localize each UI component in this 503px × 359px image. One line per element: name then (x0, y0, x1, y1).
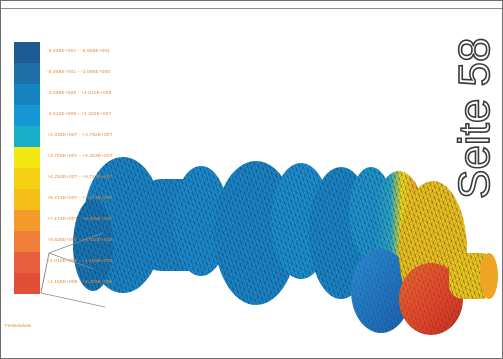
legend-range-label: -9.228E+001 - -5.968E+001 (47, 49, 111, 54)
legend-swatch (14, 210, 40, 231)
legend-row: +7.174E+007 - +8.635E+007 (14, 210, 144, 231)
legend-row: +2.332E+007 - +3.792E+007 (14, 126, 144, 147)
legend-range-label: +1.010E+008 - +1.156E+008 (47, 259, 113, 264)
legend-swatch (14, 273, 40, 294)
coordinate-axes-icon (40, 232, 106, 308)
legend-range-label: +4.253E+007 - +5.713E+007 (47, 175, 113, 180)
legend-swatch (14, 105, 40, 126)
legend-swatch (14, 189, 40, 210)
legend-range-label: +7.174E+007 - +8.635E+007 (47, 217, 113, 222)
legend-row: -9.228E+001 - -5.968E+001 (14, 42, 144, 63)
legend-row: -3.896E+000 - +4.510E+008 (14, 84, 144, 105)
page-label-text: Seite 58 (450, 38, 499, 199)
legend-swatch (14, 63, 40, 84)
legend-row: +1.156E+008 - +1.302E+008 (14, 273, 144, 294)
legend-row: +5.713E+007 - +7.174E+007 (14, 189, 144, 210)
legend-row: -4.510E+008 - +2.332E+007 (14, 105, 144, 126)
crankshaft-end-section (351, 171, 498, 335)
legend-caption: Festensdosn (5, 323, 32, 328)
legend-swatch (14, 231, 40, 252)
legend-range-label: -3.896E+000 - +4.510E+008 (47, 91, 112, 96)
top-border-strip (1, 1, 502, 9)
page-label: Seite 58 (447, 19, 501, 200)
legend-row: +4.253E+007 - +5.713E+007 (14, 168, 144, 189)
legend-row: +3.792E+007 - +4.253E+007 (14, 147, 144, 168)
legend-range-label: +3.792E+007 - +4.253E+007 (47, 154, 113, 159)
legend-range-label: -4.510E+008 - +2.332E+007 (47, 112, 112, 117)
legend-swatch (14, 84, 40, 105)
crankshaft-blue-section (73, 157, 393, 305)
legend-swatch (14, 42, 40, 63)
legend-swatch (14, 168, 40, 189)
legend-swatch (14, 147, 40, 168)
legend-row: +1.010E+008 - +1.156E+008 (14, 252, 144, 273)
legend-range-label: +2.332E+007 - +3.792E+007 (47, 133, 113, 138)
legend-range-label: +8.635E+007 - +1.010E+008 (47, 238, 113, 243)
legend-range-label: +1.156E+008 - +1.302E+008 (47, 280, 113, 285)
legend-range-label: -5.968E+001 - -3.896E+000 (47, 70, 111, 75)
legend-row: +8.635E+007 - +1.010E+008 (14, 231, 144, 252)
legend-swatch (14, 126, 40, 147)
legend-row: -5.968E+001 - -3.896E+000 (14, 63, 144, 84)
legend-swatch (14, 252, 40, 273)
legend-range-label: +5.713E+007 - +7.174E+007 (47, 196, 113, 201)
color-legend: -9.228E+001 - -5.968E+001 -5.968E+001 - … (14, 42, 144, 294)
